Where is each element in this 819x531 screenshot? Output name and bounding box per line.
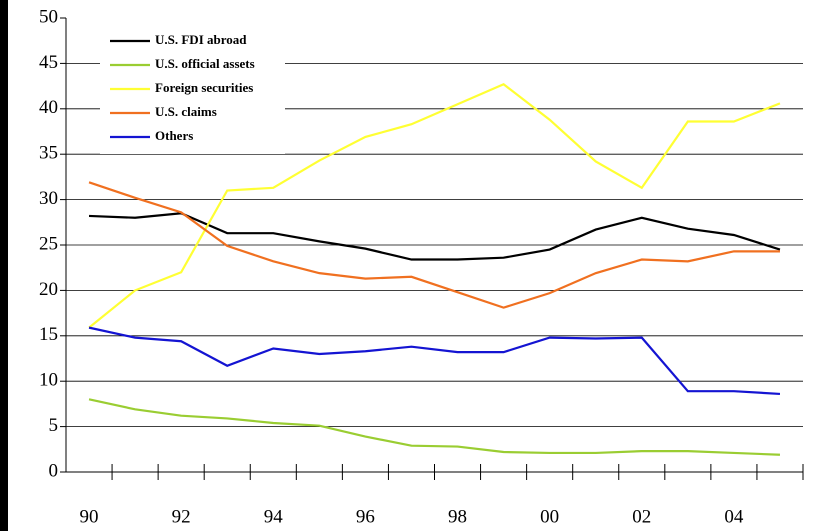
series-line xyxy=(88,326,781,396)
x-tick-label: 92 xyxy=(172,506,191,527)
y-tick-label: 40 xyxy=(39,97,58,118)
x-tick-label: 96 xyxy=(356,506,375,527)
y-tick-label: 35 xyxy=(39,143,58,164)
series-line xyxy=(88,181,780,309)
y-tick-label: 20 xyxy=(39,279,58,300)
y-tick-label: 15 xyxy=(39,324,58,345)
y-tick-label: 10 xyxy=(39,370,58,391)
y-tick-label: 0 xyxy=(49,460,59,481)
x-tick-label: 04 xyxy=(724,506,744,527)
y-tick-label: 45 xyxy=(39,52,58,73)
legend-label: Foreign securities xyxy=(155,80,253,95)
x-tick-label: 98 xyxy=(448,506,467,527)
x-tick-label: 90 xyxy=(80,506,99,527)
legend-label: U.S. FDI abroad xyxy=(155,32,247,47)
left-bar xyxy=(0,0,8,531)
legend-label: Others xyxy=(155,128,193,143)
series-line xyxy=(88,83,781,329)
y-tick-label: 50 xyxy=(39,6,58,27)
x-tick-label: 94 xyxy=(264,506,284,527)
y-tick-label: 5 xyxy=(49,415,59,436)
x-tick-label: 02 xyxy=(632,506,651,527)
x-tick-label: 00 xyxy=(540,506,559,527)
series-line xyxy=(88,212,781,261)
y-tick-label: 25 xyxy=(39,233,58,254)
legend-label: U.S. official assets xyxy=(155,56,255,71)
y-tick-label: 30 xyxy=(39,188,58,209)
series-line xyxy=(88,398,781,456)
legend-label: U.S. claims xyxy=(155,104,217,119)
